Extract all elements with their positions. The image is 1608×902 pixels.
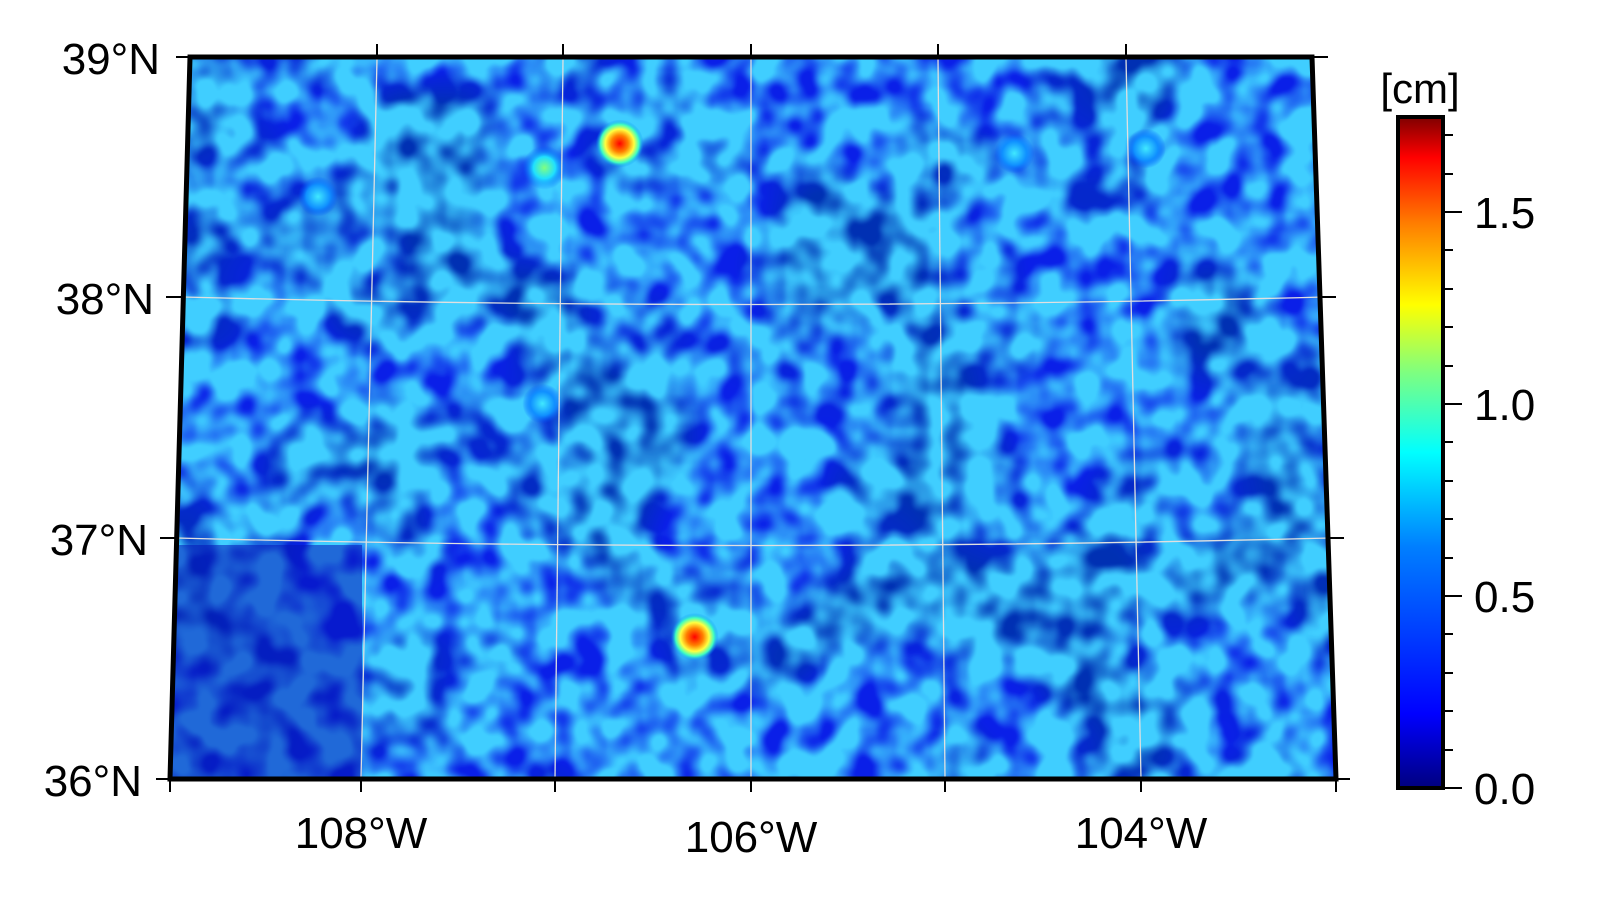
lat-label-38n: 38°N [56,275,154,324]
colorbar-ticks [1443,134,1462,789]
colorbar: [cm] 1.5 1.0 0.5 0.0 [1380,65,1535,814]
colorbar-gradient [1396,115,1445,790]
colorbar-tick-0-5: 0.5 [1474,573,1535,622]
grid-lon-105-5 [937,57,946,780]
hotspot-3 [522,383,563,424]
hotspot-group [298,119,1166,661]
grid-lat-38 [181,296,1325,306]
hotspot-5 [994,133,1035,174]
grid-lon-107-5 [554,57,564,780]
lat-label-37n: 37°N [50,516,148,565]
frame-ticks [156,44,1350,792]
grid-lon-108-5 [360,57,378,780]
lon-label-104w: 104°W [1075,809,1208,858]
hotspot-6 [1125,128,1166,169]
colorbar-tick-0-0: 0.0 [1474,765,1535,814]
colorbar-unit-label: [cm] [1380,65,1459,112]
map-raster [170,57,1336,779]
hotspot-2 [522,145,567,190]
lat-label-36n: 36°N [44,757,142,806]
hotspot-0 [595,119,644,168]
grid-lon-104-5 [1125,57,1142,780]
grid-lat-37 [175,537,1331,547]
lon-label-106w: 106°W [685,813,818,862]
lon-label-108w: 108°W [295,809,428,858]
colorbar-tick-1-5: 1.5 [1474,189,1535,238]
graticule [175,57,1331,780]
hotspot-1 [670,613,719,661]
colorbar-tick-1-0: 1.0 [1474,381,1535,430]
hotspot-4 [298,176,338,217]
lat-label-39n: 39°N [62,35,160,84]
